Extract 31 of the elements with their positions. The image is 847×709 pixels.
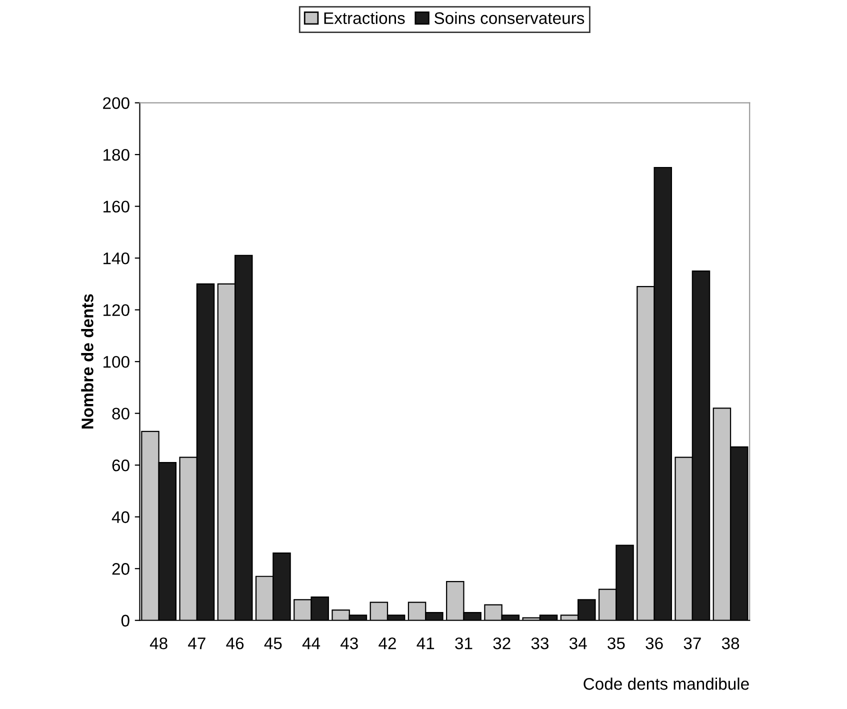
x-tick-label: 46 [226,637,244,650]
y-tick-label: 60 [112,460,130,472]
x-tick-label: 47 [188,638,206,650]
y-tick-label: 80 [112,408,130,420]
x-tick-label: 42 [378,637,396,650]
y-tick-label: 140 [104,252,130,264]
y-tick-label: 40 [112,511,130,524]
y-tick-label: 160 [104,200,130,213]
x-tick-label: 34 [569,637,587,650]
legend-label: Soins conservateurs [434,12,584,24]
x-tick-label: 36 [646,637,663,650]
y-tick-label: 100 [104,356,130,368]
x-tick-label: 35 [608,637,625,650]
x-tick-label: 33 [531,637,548,650]
x-tick-label: 32 [493,637,510,650]
y-tick-label: 180 [104,148,130,161]
x-tick-label: 38 [722,637,740,650]
legend-label: Extractions [324,12,405,24]
y-axis-title: Nombre de dents [81,294,94,429]
x-tick-label: 31 [455,637,472,650]
x-tick-label: 48 [150,637,168,650]
y-tick-label: 200 [103,97,130,110]
x-axis-title: Code dents mandibule [584,678,749,690]
x-tick-label: 41 [416,638,434,650]
y-tick-label: 0 [121,614,130,627]
x-tick-label: 45 [264,638,282,650]
x-tick-label: 37 [684,637,701,650]
y-tick-label: 20 [112,563,130,575]
x-tick-label: 43 [340,637,358,650]
x-tick-label: 44 [302,638,320,650]
y-tick-label: 120 [104,304,130,316]
